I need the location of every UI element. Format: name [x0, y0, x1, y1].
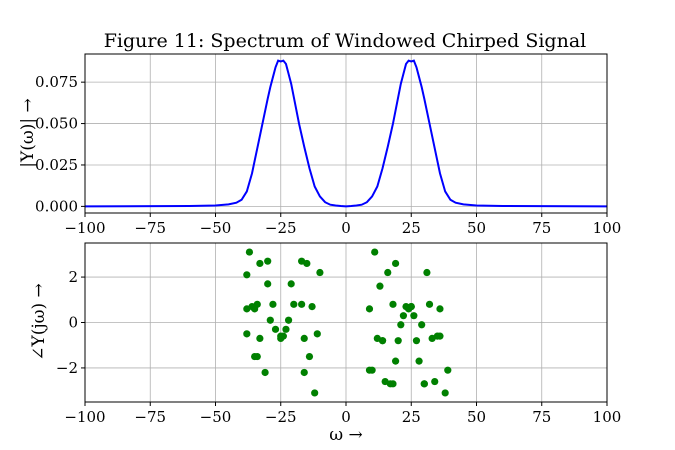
phase-point — [245, 248, 254, 256]
x-tick-label: −100 — [64, 219, 105, 237]
x-tick-label: −100 — [64, 408, 105, 426]
phase-point — [251, 352, 259, 361]
phase-point — [402, 303, 410, 311]
phase-point — [256, 334, 264, 342]
phase-point — [399, 312, 408, 320]
magnitude-series-line — [84, 59, 608, 208]
phase-point — [391, 357, 400, 365]
phase-point — [261, 368, 269, 377]
phase-point — [423, 268, 431, 277]
phase-point — [412, 337, 421, 345]
x-tick-label: −25 — [265, 408, 297, 426]
x-tick-label: 50 — [467, 219, 486, 237]
phase-point — [264, 280, 272, 288]
phase-point — [436, 305, 444, 313]
phase-point — [431, 377, 439, 386]
phase-point — [389, 380, 397, 388]
phase-point — [279, 332, 287, 340]
y-tick-label: 0.075 — [35, 73, 78, 91]
phase-point — [415, 357, 423, 365]
y-tick-label: 0.050 — [35, 115, 78, 133]
magnitude-y-axis-label: |Y(ω)| → — [18, 98, 38, 167]
phase-grid — [84, 243, 608, 402]
phase-point — [300, 334, 308, 342]
x-tick-label: 75 — [532, 408, 551, 426]
phase-point — [378, 337, 387, 345]
phase-x-axis-label: ω → — [329, 425, 363, 445]
phase-point — [371, 248, 379, 256]
phase-point — [266, 316, 274, 324]
phase-point — [425, 300, 434, 308]
phase-point — [397, 321, 405, 329]
phase-point — [251, 305, 259, 313]
phase-point — [298, 300, 306, 308]
x-tick-label: −75 — [134, 408, 166, 426]
phase-series-points — [243, 248, 452, 397]
phase-point — [308, 303, 316, 311]
phase-point — [407, 303, 415, 311]
phase-point — [418, 321, 426, 329]
phase-point — [410, 312, 418, 320]
y-tick-label: 0.000 — [35, 197, 78, 215]
phase-plot: −100 −75 −50 −25 0 25 50 75 100 −2 0 2 ∠Y(jω) → ω → — [29, 242, 621, 445]
x-tick-label: 100 — [593, 219, 622, 237]
phase-point — [391, 259, 400, 268]
phase-point — [271, 325, 280, 333]
x-tick-label: 50 — [467, 408, 486, 426]
magnitude-grid — [84, 54, 608, 213]
phase-point — [298, 257, 306, 265]
x-tick-label: −50 — [200, 219, 232, 237]
x-tick-label: 25 — [402, 408, 421, 426]
phase-point — [311, 389, 319, 397]
phase-point — [264, 257, 272, 265]
phase-ticks: −100 −75 −50 −25 0 25 50 75 100 −2 0 2 — [56, 268, 621, 426]
phase-point — [376, 282, 384, 290]
y-tick-label: 2 — [68, 268, 78, 286]
phase-point — [365, 305, 374, 313]
phase-point — [287, 280, 295, 288]
phase-point — [243, 330, 251, 338]
x-tick-label: −50 — [200, 408, 232, 426]
phase-point — [420, 380, 428, 388]
phase-point — [305, 352, 314, 361]
phase-point — [269, 300, 277, 308]
phase-point — [394, 337, 402, 345]
phase-point — [284, 316, 293, 324]
phase-point — [282, 325, 290, 333]
phase-point — [313, 330, 321, 338]
phase-point — [384, 268, 392, 277]
phase-point — [444, 366, 452, 374]
phase-point — [436, 332, 444, 340]
x-tick-label: 0 — [341, 219, 351, 237]
phase-point — [243, 271, 251, 279]
magnitude-plot: −100 −75 −50 −25 0 25 50 75 100 0.000 0.025 0.050 0.… — [18, 53, 621, 237]
phase-point — [256, 259, 264, 268]
x-tick-label: 0 — [341, 408, 351, 426]
phase-point — [389, 300, 397, 308]
chart-title: Figure 11: Spectrum of Windowed Chirped … — [104, 30, 587, 52]
phase-point — [316, 268, 324, 277]
x-tick-label: 25 — [402, 219, 421, 237]
y-tick-label: −2 — [56, 359, 78, 377]
y-tick-label: 0 — [68, 314, 78, 332]
phase-point — [441, 389, 449, 397]
x-tick-label: −25 — [265, 219, 297, 237]
y-tick-label: 0.025 — [35, 156, 78, 174]
phase-point — [300, 368, 308, 377]
magnitude-ticks: −100 −75 −50 −25 0 25 50 75 100 0.000 0.025 0.050 0.… — [35, 73, 621, 237]
x-tick-label: 75 — [532, 219, 551, 237]
phase-point — [290, 300, 298, 308]
x-tick-label: −75 — [134, 219, 166, 237]
x-tick-label: 100 — [593, 408, 622, 426]
phase-y-axis-label: ∠Y(jω) → — [29, 283, 49, 361]
phase-point — [365, 366, 374, 374]
